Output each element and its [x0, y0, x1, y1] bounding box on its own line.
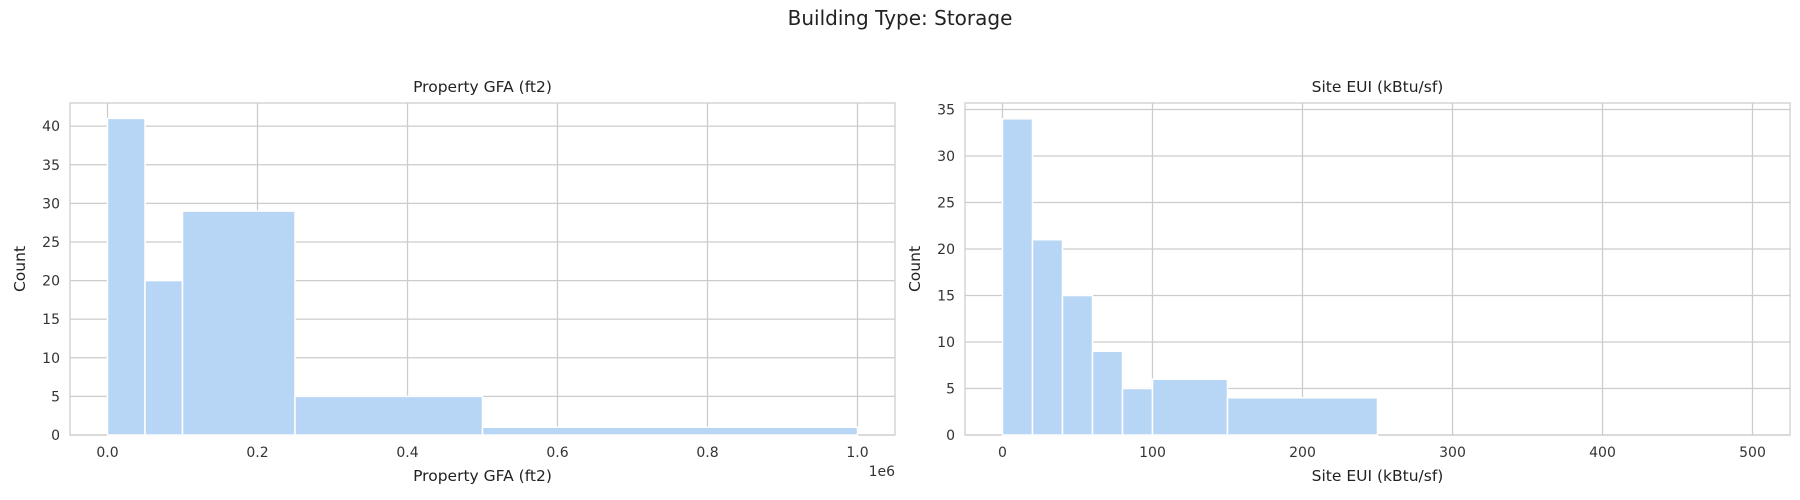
x-tick-label: 400 [1589, 445, 1616, 461]
y-tick-label: 35 [937, 103, 955, 119]
histogram-bar [144, 279, 184, 436]
x-tick-label: 0 [998, 445, 1007, 461]
histogram-bar [1226, 397, 1379, 436]
y-tick-label: 20 [42, 274, 60, 290]
y-tick-label: 35 [42, 158, 60, 174]
y-tick-label: 15 [42, 312, 60, 328]
histogram-bar [1151, 378, 1229, 436]
histogram-bar [1121, 387, 1154, 436]
x-axis-label: Site EUI (kBtu/sf) [1312, 467, 1444, 485]
histogram-bar [106, 117, 146, 436]
x-tick-label: 0.8 [696, 445, 718, 461]
histogram-bar [294, 395, 484, 436]
histogram-bar [181, 210, 296, 436]
x-tick-label: 0.4 [396, 445, 418, 461]
x-offset-label: 1e6 [869, 464, 896, 480]
histogram-bar [1091, 350, 1124, 436]
histogram-bar [481, 426, 859, 436]
x-tick-label: 200 [1289, 445, 1316, 461]
y-tick-label: 0 [946, 428, 955, 444]
y-tick-label: 5 [946, 382, 955, 398]
y-axis-label: Count [906, 246, 924, 292]
x-tick-label: 0.2 [246, 445, 268, 461]
figure-title: Building Type: Storage [787, 6, 1013, 30]
y-axis-label: Count [11, 246, 29, 292]
chart-title: Site EUI (kBtu/sf) [1312, 78, 1444, 96]
x-tick-label: 100 [1139, 445, 1166, 461]
y-tick-label: 40 [42, 119, 60, 135]
histogram-bar [1061, 294, 1094, 436]
y-tick-label: 30 [937, 149, 955, 165]
chart-title: Property GFA (ft2) [413, 78, 552, 96]
x-tick-label: 300 [1439, 445, 1466, 461]
y-tick-label: 20 [937, 242, 955, 258]
y-tick-label: 25 [42, 235, 60, 251]
chart-2: 0 5 10 15 20 25 30 35 0 100 200 300 400 500 Site EUI (… [906, 78, 1791, 485]
y-tick-label: 5 [51, 389, 60, 405]
histogram-bar [1001, 118, 1034, 436]
y-tick-label: 25 [937, 196, 955, 212]
y-tick-label: 0 [51, 428, 60, 444]
x-tick-label: 0.6 [546, 445, 568, 461]
x-tick-label: 0.0 [96, 445, 118, 461]
x-tick-label: 1.0 [846, 445, 868, 461]
chart-1: 0 5 10 15 20 25 30 35 40 0.0 0.2 0.4 0.6 0.8 1.0 Proper… [11, 78, 896, 485]
x-axis-label: Property GFA (ft2) [413, 467, 552, 485]
y-tick-label: 30 [42, 196, 60, 212]
y-tick-label: 10 [937, 335, 955, 351]
y-tick-label: 10 [42, 351, 60, 367]
histogram-bar [1031, 238, 1064, 436]
x-tick-label: 500 [1739, 445, 1766, 461]
y-tick-label: 15 [937, 289, 955, 305]
